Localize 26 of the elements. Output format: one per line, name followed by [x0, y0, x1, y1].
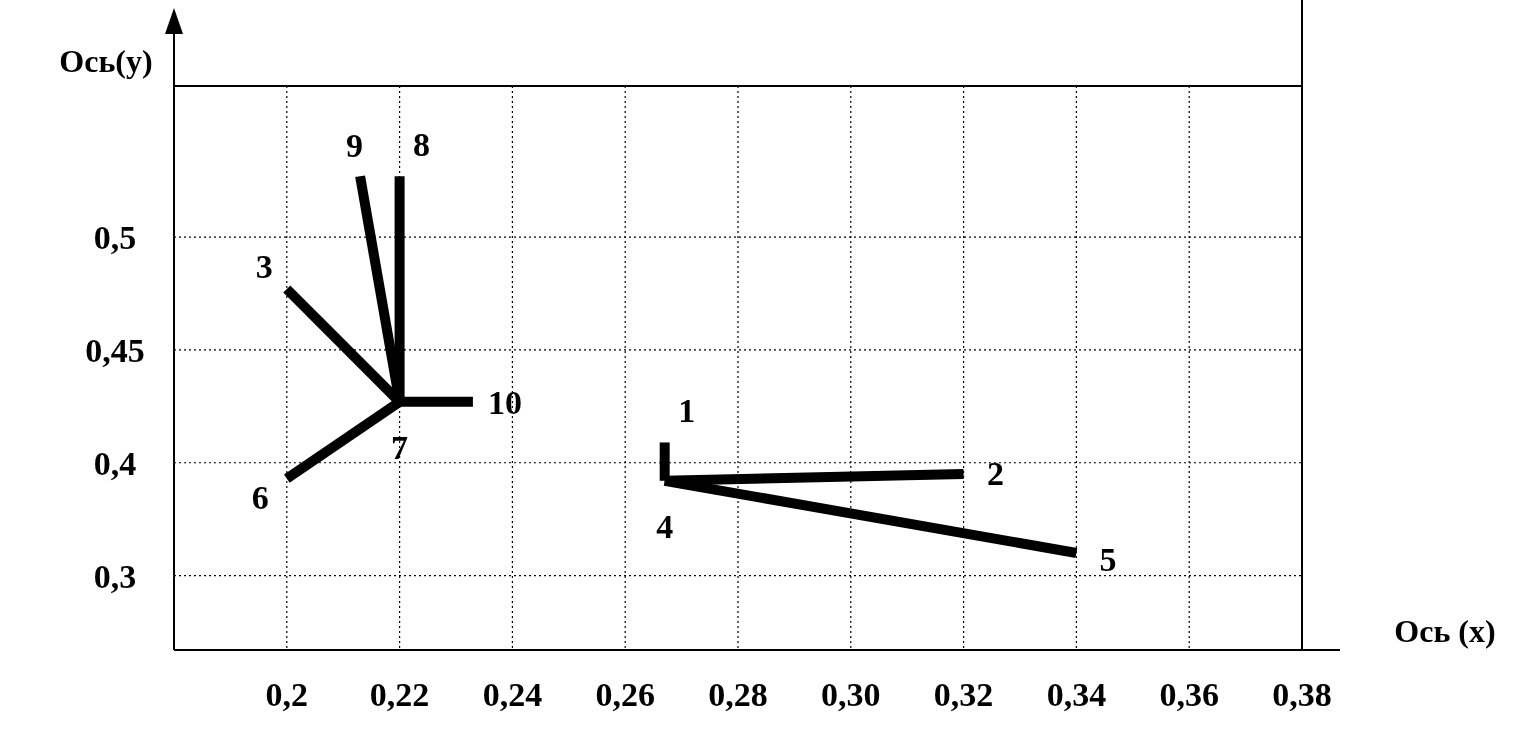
annotation: 1: [678, 392, 696, 430]
y-tick-label: 0,4: [93, 444, 137, 482]
x-tick-label: 0,32: [933, 676, 994, 713]
annotation: 8: [413, 126, 431, 164]
annotation: 3: [255, 248, 273, 286]
annotation: 6: [251, 478, 269, 516]
x-tick-label: 0,22: [369, 676, 430, 713]
y-tick-label: 0,3: [93, 557, 137, 595]
annotation: 2: [987, 455, 1005, 493]
y-tick-label: 0,5: [93, 219, 137, 257]
x-tick-label: 0,38: [1272, 676, 1332, 713]
x-tick-label: 0,30: [821, 676, 881, 713]
annotation: 10: [487, 383, 522, 421]
annotation: 4: [656, 507, 674, 545]
x-axis-title: Ось (x): [1394, 613, 1496, 649]
x-tick-label: 0,34: [1046, 676, 1107, 713]
x-tick-label: 0,36: [1159, 676, 1219, 713]
annotation: 5: [1099, 540, 1117, 578]
y-tick-label: 0,45: [85, 331, 145, 369]
annotation: 9: [346, 126, 364, 164]
annotation: 7: [391, 428, 409, 466]
x-tick-label: 0,28: [708, 676, 768, 713]
x-tick-label: 0,26: [595, 676, 655, 713]
y-axis-title: Ось(y): [59, 43, 153, 79]
x-tick-label: 0,2: [265, 676, 309, 713]
x-tick-label: 0,24: [482, 676, 543, 713]
